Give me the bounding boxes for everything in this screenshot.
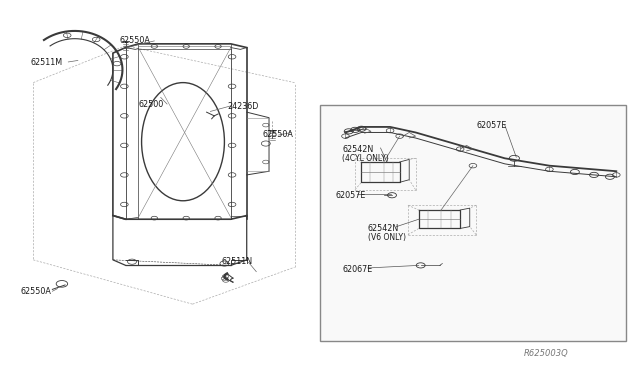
Bar (320, 105, 626, 341)
Text: 62057E: 62057E (476, 121, 506, 129)
Text: 62550A: 62550A (119, 36, 150, 45)
Text: 24236D: 24236D (228, 102, 259, 111)
Text: 62057E: 62057E (336, 191, 366, 200)
Text: (V6 ONLY): (V6 ONLY) (368, 233, 406, 242)
Text: 62511M: 62511M (30, 58, 62, 67)
Text: 62550A: 62550A (262, 130, 294, 139)
Text: (4CYL ONLY): (4CYL ONLY) (342, 154, 389, 163)
Text: 62500: 62500 (138, 100, 164, 109)
Text: 62550A: 62550A (20, 287, 51, 296)
Text: 62542N: 62542N (368, 224, 399, 233)
Text: 62067E: 62067E (342, 264, 372, 273)
Text: 62511N: 62511N (221, 257, 252, 266)
Text: 62542N: 62542N (342, 145, 374, 154)
Text: R625003Q: R625003Q (524, 350, 569, 359)
